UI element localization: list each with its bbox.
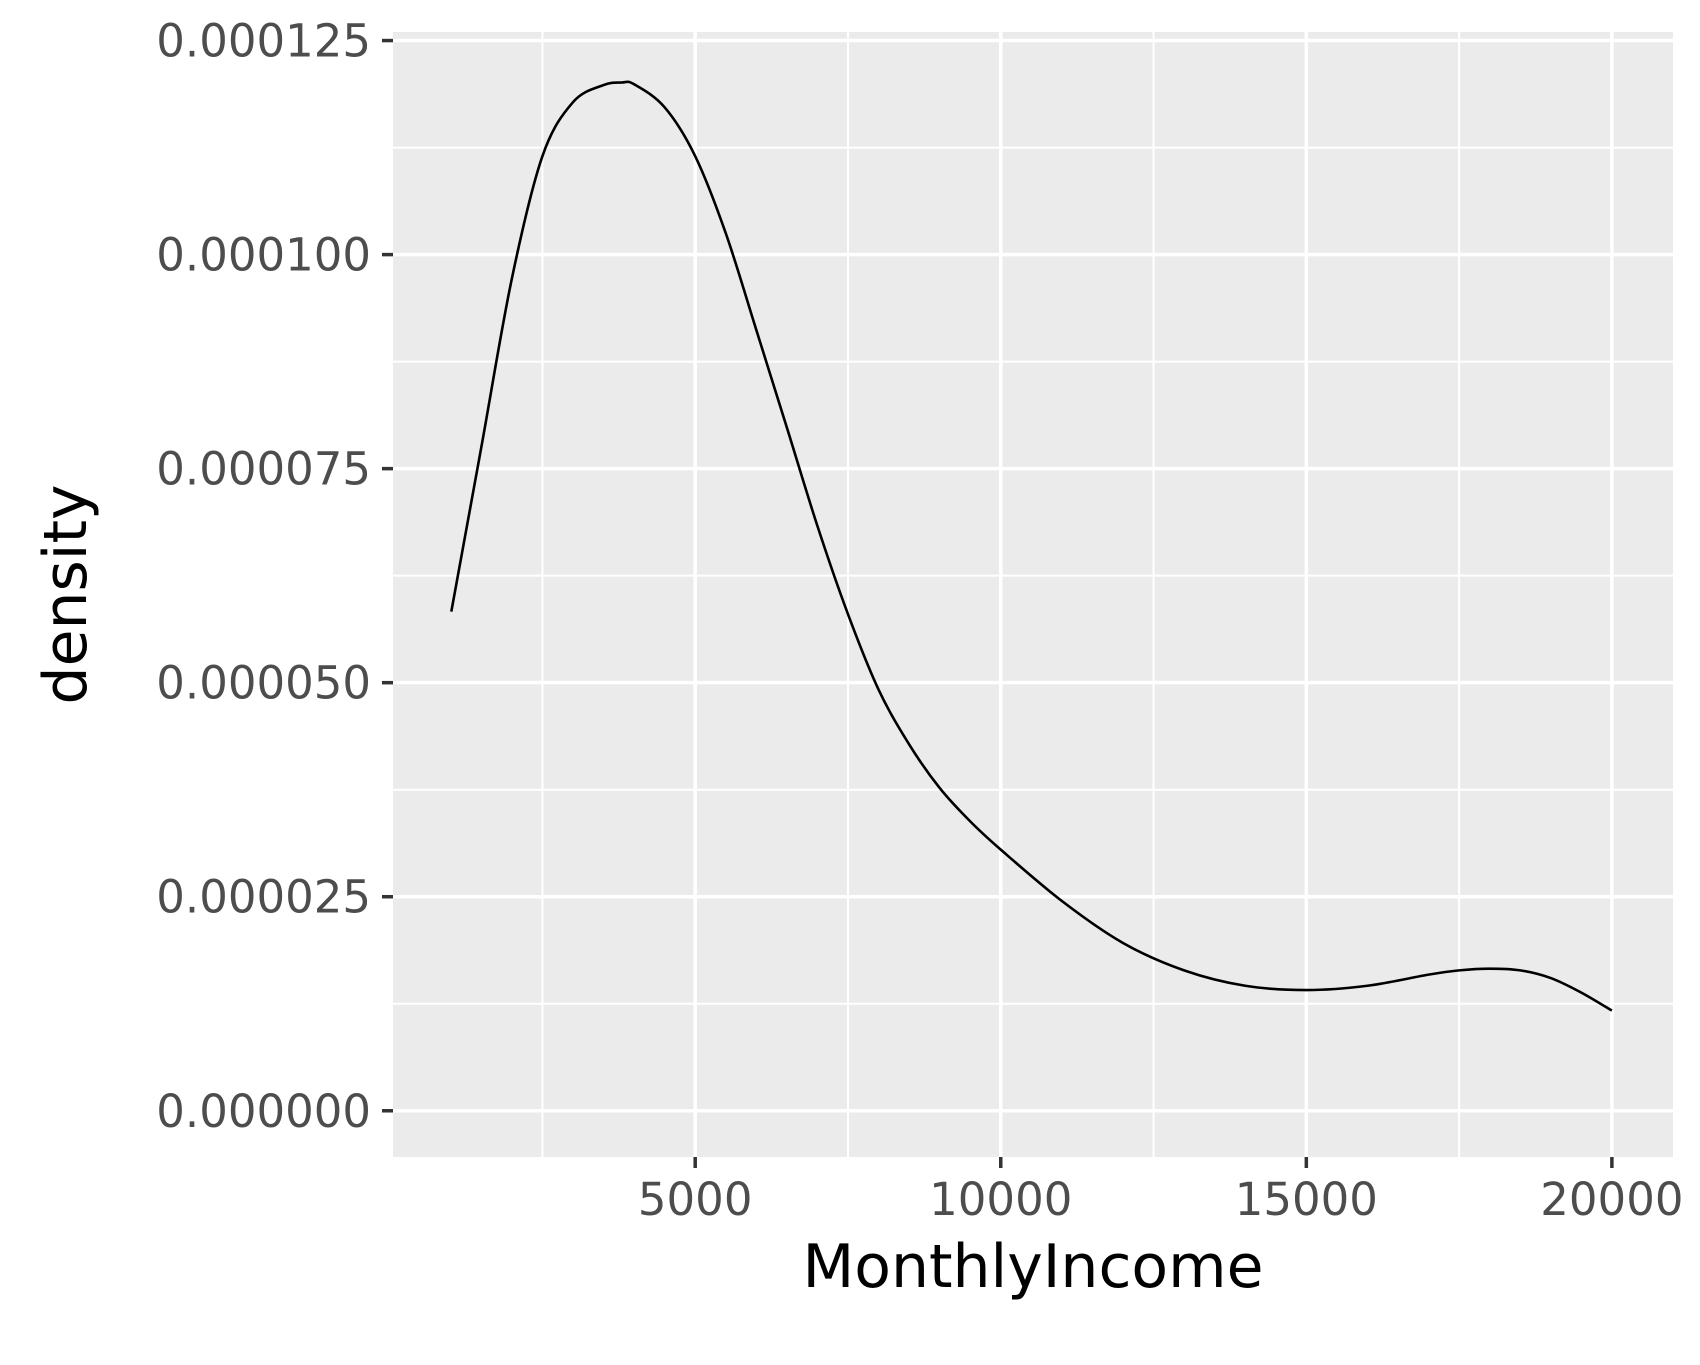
y-tick-label: 0.000025	[156, 871, 371, 924]
y-axis-title: density	[31, 485, 101, 705]
y-tick-label: 0.000000	[156, 1085, 371, 1138]
plot-panel	[393, 32, 1673, 1157]
x-tick-label: 15000	[1235, 1173, 1378, 1226]
y-tick-label: 0.000050	[156, 657, 371, 710]
major-gridlines	[393, 32, 1673, 1157]
x-tick-label: 10000	[929, 1173, 1072, 1226]
x-tick-label: 20000	[1540, 1173, 1683, 1226]
minor-gridlines	[393, 32, 1673, 1157]
x-tick-label: 5000	[638, 1173, 753, 1226]
x-axis-title: MonthlyIncome	[802, 1232, 1263, 1302]
x-axis: 5000 10000 15000 20000	[638, 1157, 1683, 1226]
y-axis: 0.000000 0.000025 0.000050 0.000075 0.000100…	[156, 15, 393, 1138]
density-line	[450, 80, 1613, 1012]
y-tick-label: 0.000100	[156, 229, 371, 282]
y-tick-label: 0.000075	[156, 443, 371, 496]
y-tick-label: 0.000125	[156, 15, 371, 68]
